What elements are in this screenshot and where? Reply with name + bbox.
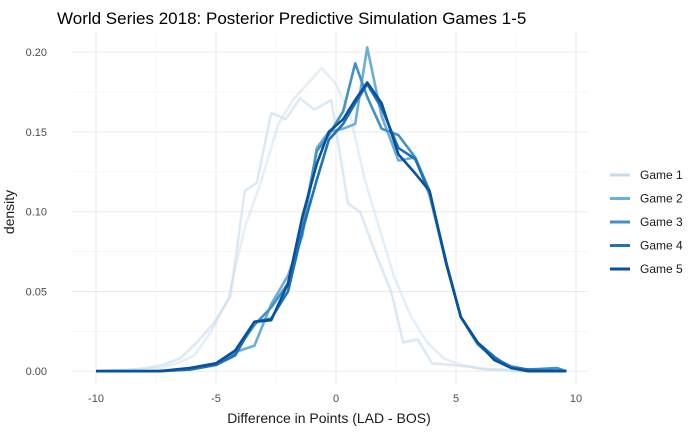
x-tick-label: -10 — [88, 393, 104, 405]
series-line-game-2 — [96, 46, 567, 373]
series-line-game-1 — [95, 97, 567, 373]
y-tick-label: 0.00 — [26, 366, 47, 378]
y-axis-title: density — [1, 190, 17, 234]
axis-ticks: -10 -5 0 5 10 0.00 0.05 0.10 0.15 0.20 — [26, 47, 583, 405]
x-tick-label: 10 — [570, 393, 582, 405]
grid — [72, 33, 588, 384]
y-tick-label: 0.15 — [26, 127, 47, 139]
x-axis-title: Difference in Points (LAD - BOS) — [227, 410, 431, 426]
legend-label: Game 2 — [640, 192, 683, 206]
series-line-game-4 — [96, 82, 567, 373]
series-line-game-3 — [96, 61, 567, 373]
y-tick-label: 0.10 — [26, 207, 47, 219]
x-tick-label: 0 — [333, 393, 339, 405]
y-tick-label: 0.20 — [26, 47, 47, 59]
legend: Game 1 Game 2 Game 3 Game 4 Game 5 — [610, 168, 683, 276]
x-tick-label: -5 — [211, 393, 221, 405]
series-line-game-5 — [96, 81, 567, 373]
legend-label: Game 3 — [640, 215, 683, 229]
x-tick-label: 5 — [453, 393, 459, 405]
legend-label: Game 1 — [640, 168, 683, 182]
y-tick-label: 0.05 — [26, 286, 47, 298]
chart-title: World Series 2018: Posterior Predictive … — [57, 9, 526, 28]
legend-label: Game 5 — [640, 262, 683, 276]
series-line-game-1 — [95, 66, 567, 373]
data-lines — [95, 46, 567, 373]
legend-label: Game 4 — [640, 239, 683, 253]
